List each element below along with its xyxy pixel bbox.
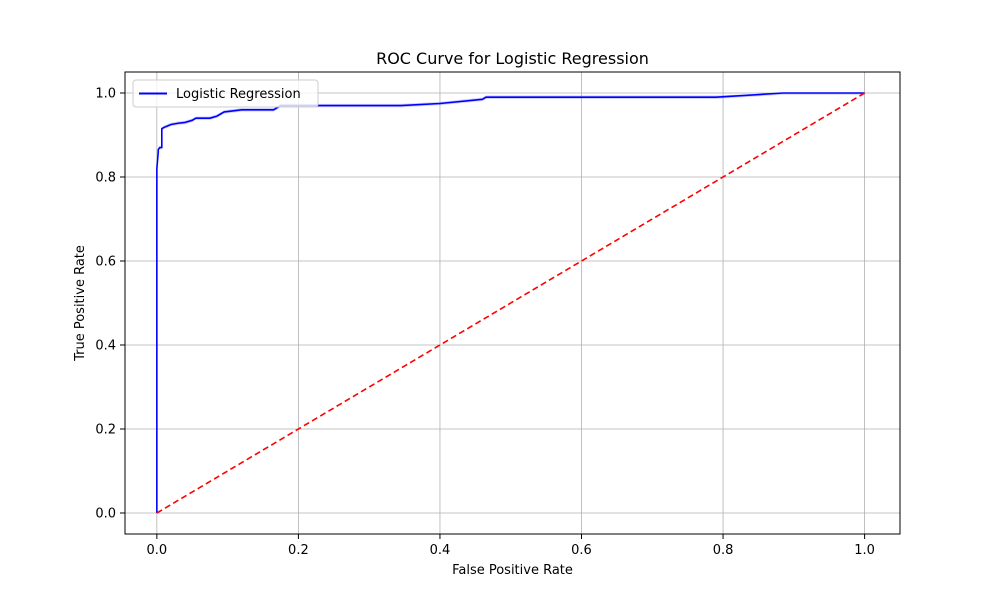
x-tick-label: 1.0 <box>854 543 875 558</box>
x-axis-label: False Positive Rate <box>452 563 573 578</box>
axis-ticks: 0.0 0.2 0.4 0.6 0.8 1.0 0.0 0.2 0.4 0.6 0.8 1.0 <box>95 87 875 559</box>
grid <box>125 72 900 534</box>
x-tick-label: 0.0 <box>147 543 168 558</box>
y-tick-label: 0.0 <box>95 507 116 522</box>
chance-diagonal-line <box>156 92 866 514</box>
roc-curve-line <box>156 92 865 513</box>
series <box>156 92 866 515</box>
y-tick-label: 1.0 <box>95 87 116 102</box>
legend-box <box>132 79 319 108</box>
y-tick-label: 0.6 <box>95 255 116 270</box>
y-axis-label: True Positive Rate <box>73 245 88 362</box>
legend-label-logistic-regression: Logistic Regression <box>176 87 301 102</box>
y-tick-label: 0.8 <box>95 171 116 186</box>
y-tick-label: 0.2 <box>95 423 116 438</box>
x-tick-label: 0.2 <box>288 543 309 558</box>
y-tick-label: 0.4 <box>95 339 116 354</box>
legend: Logistic Regression <box>132 79 319 108</box>
plot-frame <box>124 71 901 535</box>
x-tick-label: 0.6 <box>571 543 592 558</box>
chart-title: ROC Curve for Logistic Regression <box>376 49 649 68</box>
x-tick-label: 0.8 <box>713 543 734 558</box>
x-tick-label: 0.4 <box>430 543 451 558</box>
